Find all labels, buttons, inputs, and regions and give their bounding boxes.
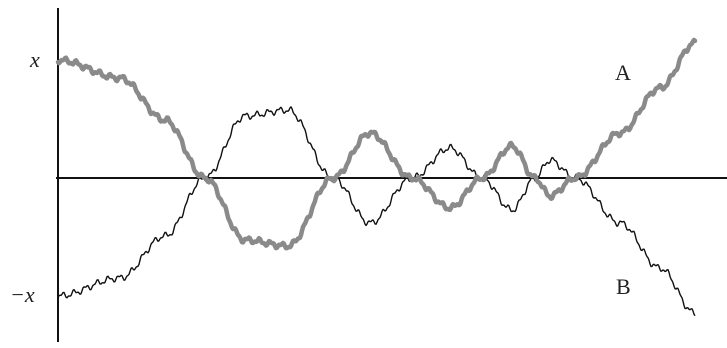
curve-b-label: B	[616, 274, 631, 299]
curve-b	[57, 106, 696, 317]
curve-a	[55, 37, 698, 251]
curve-a-label: A	[615, 60, 631, 85]
y-bottom-label: −x	[10, 282, 35, 307]
y-top-label: x	[29, 47, 40, 72]
